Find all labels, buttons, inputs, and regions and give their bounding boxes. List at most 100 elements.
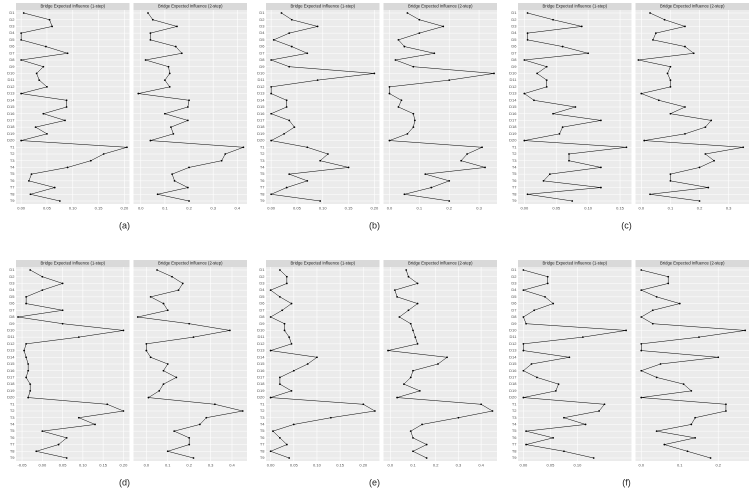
category-label: D19: [509, 388, 517, 393]
point: [149, 356, 152, 359]
category-label: D15: [257, 104, 265, 109]
category-label: D4: [259, 287, 265, 292]
point: [269, 450, 272, 453]
point: [42, 65, 45, 68]
category-label: D13: [509, 91, 517, 96]
point: [655, 430, 658, 433]
x-tick-label: 0.4: [235, 206, 241, 211]
category-label: D14: [257, 97, 265, 102]
x-tick-label: 0.15: [95, 206, 104, 211]
category-label: D4: [259, 30, 265, 35]
point: [533, 309, 536, 312]
point: [156, 193, 159, 196]
point: [162, 383, 165, 386]
point: [413, 119, 416, 122]
x-tick-label: 0.00: [267, 206, 276, 211]
point: [306, 363, 309, 365]
point: [269, 316, 272, 318]
x-tick-label: 0.2: [715, 463, 721, 468]
point: [666, 72, 669, 75]
point: [167, 65, 170, 68]
point: [149, 38, 152, 41]
point: [584, 423, 587, 426]
category-label: T8: [512, 448, 517, 453]
point: [46, 132, 48, 135]
point: [552, 112, 554, 115]
category-label: D8: [511, 314, 517, 319]
point: [407, 309, 410, 312]
category-label: T1: [260, 144, 265, 149]
x-tick-label: 0.2: [433, 463, 439, 468]
point: [525, 430, 528, 433]
category-label: D17: [509, 374, 517, 379]
x-tick-label: 0.1: [677, 463, 683, 468]
facet-title: Bridge Expected Influence (2-step): [158, 261, 223, 266]
point: [25, 342, 28, 345]
point: [412, 450, 414, 453]
category-label: D16: [257, 368, 265, 373]
category-label: D1: [259, 267, 265, 272]
point: [145, 349, 148, 352]
category-label: D17: [257, 374, 265, 379]
category-label: T6: [512, 435, 517, 440]
point: [27, 369, 30, 372]
point: [625, 146, 628, 149]
x-tick-label: 0.3: [476, 206, 482, 211]
point: [53, 186, 56, 189]
x-tick-label: 0.15: [99, 463, 108, 468]
category-label: D3: [259, 23, 265, 28]
category-label: D7: [9, 50, 15, 55]
point: [561, 45, 564, 48]
point: [242, 146, 245, 149]
category-label: D14: [509, 97, 517, 102]
category-label: D5: [511, 294, 517, 299]
strip: [383, 260, 497, 267]
point: [397, 38, 400, 41]
point: [546, 275, 549, 278]
point: [651, 322, 654, 325]
point: [166, 363, 169, 365]
point: [491, 410, 494, 412]
category-label: T3: [10, 158, 15, 163]
point: [174, 45, 177, 48]
category-label: T1: [512, 401, 517, 406]
point: [669, 85, 672, 88]
point: [306, 52, 309, 55]
point: [373, 410, 376, 412]
point: [669, 65, 672, 68]
point: [409, 430, 412, 433]
point: [316, 79, 319, 82]
category-label: D2: [259, 274, 265, 279]
point: [373, 72, 376, 75]
point: [270, 59, 273, 61]
point: [27, 179, 30, 182]
point: [568, 356, 571, 359]
category-label: D2: [511, 274, 517, 279]
point: [172, 132, 175, 135]
category-label: D14: [509, 354, 517, 359]
point: [188, 322, 191, 325]
point: [176, 25, 178, 28]
category-label: T9: [512, 455, 517, 460]
category-label: D16: [7, 111, 15, 116]
category-label: D13: [257, 91, 265, 96]
point: [347, 166, 350, 169]
point: [493, 72, 495, 75]
point: [38, 79, 41, 82]
x-tick-label: 0.0: [144, 463, 150, 468]
point: [548, 173, 551, 176]
point: [94, 423, 96, 426]
point: [684, 106, 686, 108]
point: [147, 396, 150, 399]
category-label: D8: [9, 57, 15, 62]
x-tick-label: 0.00: [267, 463, 276, 468]
point: [424, 173, 427, 176]
category-label: D17: [257, 117, 265, 122]
point: [725, 410, 727, 412]
point: [158, 389, 161, 392]
point: [446, 356, 448, 359]
point: [561, 126, 564, 129]
category-label: D7: [259, 307, 265, 312]
point: [725, 403, 727, 406]
